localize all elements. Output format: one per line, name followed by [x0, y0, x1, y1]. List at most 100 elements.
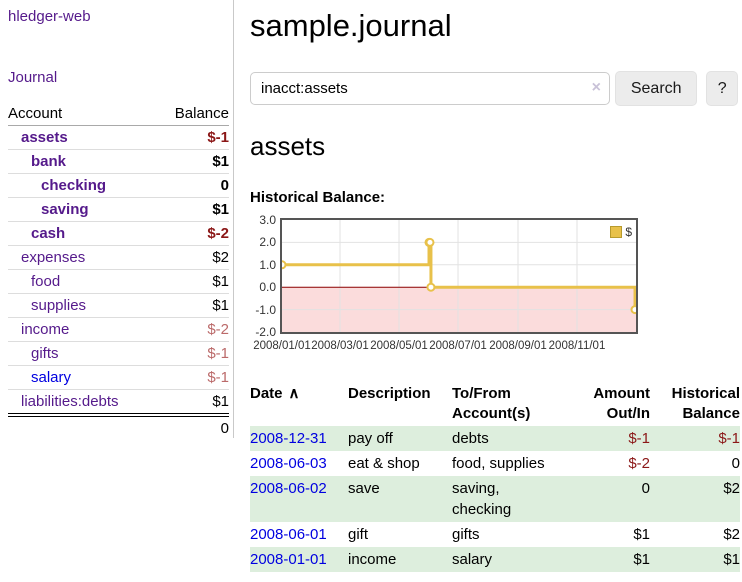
account-link-income[interactable]: income	[21, 321, 70, 338]
account-balance: $1	[156, 149, 229, 174]
account-row: liabilities:debts $1	[8, 390, 229, 416]
account-row: salary $-1	[8, 365, 229, 390]
y-axis-tick: 2.0	[259, 235, 276, 250]
x-axis-tick: 2008/07/01	[429, 340, 487, 352]
search-input[interactable]	[250, 72, 610, 105]
accounts-table: Account Balance assets $-1 bank $1 check…	[8, 102, 229, 440]
account-row: cash $-2	[8, 221, 229, 246]
account-row: expenses $2	[8, 245, 229, 270]
transaction-balance: 0	[731, 455, 740, 472]
register-row: 2008-06-02 save saving, checking 0 $2	[250, 476, 740, 522]
account-link-assets[interactable]: assets	[21, 129, 68, 146]
search-button[interactable]: Search	[615, 71, 698, 106]
accounts-header-account: Account	[8, 102, 157, 126]
account-link-food[interactable]: food	[31, 273, 61, 290]
clear-search-icon[interactable]: ×	[591, 79, 601, 96]
register-header-date[interactable]: Date ∧	[250, 385, 300, 402]
app-brand: hledger-web	[8, 8, 229, 25]
account-link-cash[interactable]: cash	[31, 225, 66, 242]
account-row: checking 0	[8, 173, 229, 198]
transaction-description: eat & shop	[348, 455, 420, 472]
transaction-amount: $-1	[628, 430, 650, 447]
accounts-header-balance: Balance	[156, 102, 229, 126]
account-row: assets $-1	[8, 125, 229, 150]
account-row: bank $1	[8, 149, 229, 174]
transaction-date-link[interactable]: 2008-06-01	[250, 526, 327, 543]
brand-link[interactable]: hledger-web	[8, 8, 91, 25]
account-row: food $1	[8, 269, 229, 294]
account-link-expenses[interactable]: expenses	[21, 249, 86, 266]
transaction-balance: $2	[723, 480, 740, 497]
x-axis-tick: 2008/01/01	[253, 340, 311, 352]
account-balance: $1	[156, 293, 229, 318]
chart-legend: $	[610, 225, 632, 239]
transaction-balance: $2	[723, 526, 740, 543]
sidebar-divider	[233, 0, 234, 438]
sort-ascending-icon: ∧	[288, 385, 300, 402]
transaction-amount: $-2	[628, 455, 650, 472]
balance-line	[282, 220, 636, 332]
account-link-liabilities-debts[interactable]: liabilities:debts	[21, 393, 119, 410]
account-link-saving[interactable]: saving	[41, 201, 89, 218]
legend-label: $	[625, 225, 632, 239]
transaction-date-link[interactable]: 2008-06-03	[250, 455, 327, 472]
account-balance: $-1	[156, 125, 229, 150]
account-balance: 0	[156, 173, 229, 198]
account-row: saving $1	[8, 197, 229, 222]
account-row: supplies $1	[8, 293, 229, 318]
transaction-accounts: salary	[452, 551, 493, 568]
transaction-description: save	[348, 480, 380, 497]
transaction-amount: $1	[633, 551, 650, 568]
account-row: gifts $-1	[8, 341, 229, 366]
y-axis-tick: 3.0	[259, 213, 276, 227]
transaction-description: income	[348, 551, 397, 568]
transaction-description: pay off	[348, 430, 393, 447]
account-link-bank[interactable]: bank	[31, 153, 67, 170]
search-form: × Search ?	[250, 71, 738, 106]
y-axis-tick: 1.0	[259, 257, 276, 272]
account-link-salary[interactable]: salary	[31, 369, 72, 386]
transaction-balance: $1	[723, 551, 740, 568]
transaction-date-link[interactable]: 2008-12-31	[250, 430, 327, 447]
x-axis-tick: 2008/11/01	[548, 340, 606, 352]
help-button[interactable]: ?	[706, 71, 738, 106]
sidebar-item-journal[interactable]: Journal	[8, 69, 58, 86]
account-balance: $-2	[156, 221, 229, 246]
chart-title: Historical Balance:	[250, 189, 386, 206]
account-link-checking[interactable]: checking	[41, 177, 107, 194]
account-row: income $-2	[8, 317, 229, 342]
accounts-total: 0	[156, 413, 229, 440]
transaction-accounts: saving, checking	[452, 480, 512, 518]
y-axis-tick: -2.0	[255, 325, 276, 339]
register-table: Date ∧ Description To/From Account(s) Amo…	[250, 382, 740, 572]
transaction-amount: $1	[633, 526, 650, 543]
transaction-amount: 0	[641, 480, 650, 497]
transaction-accounts: food, supplies	[452, 455, 545, 472]
account-heading: assets	[250, 131, 326, 161]
transaction-date-link[interactable]: 2008-06-02	[250, 480, 327, 497]
main-content: sample.journal × Search ? assets Histori…	[250, 6, 740, 572]
register-row: 2008-06-03 eat & shop food, supplies $-2…	[250, 451, 740, 476]
account-balance: $1	[156, 197, 229, 222]
register-header-amount: Amount Out/In	[593, 385, 650, 422]
x-axis-tick: 2008/03/01	[311, 340, 369, 352]
account-balance: $-2	[156, 317, 229, 342]
y-axis-tick: -1.0	[255, 302, 276, 317]
account-balance: $2	[156, 245, 229, 270]
account-link-gifts[interactable]: gifts	[31, 345, 59, 362]
account-balance: $-1	[156, 365, 229, 390]
account-balance: $-1	[156, 341, 229, 366]
register-header-accounts: To/From Account(s)	[452, 385, 531, 422]
transaction-date-link[interactable]: 2008-01-01	[250, 551, 327, 568]
x-axis-tick: 2008/09/01	[489, 340, 547, 352]
transaction-balance: $-1	[718, 430, 740, 447]
chart-plot-area: $	[280, 218, 638, 334]
register-row: 2008-12-31 pay off debts $-1 $-1	[250, 426, 740, 451]
register-row: 2008-01-01 income salary $1 $1	[250, 547, 740, 572]
register-header-balance: Historical Balance	[671, 385, 740, 422]
account-balance: $1	[212, 393, 229, 410]
historical-balance-chart: 3.0 2.0 1.0 0.0 -1.0 -2.0 $ 2008/01/01 2…	[250, 213, 645, 356]
register-row: 2008-06-01 gift gifts $1 $2	[250, 522, 740, 547]
account-balance: $1	[156, 269, 229, 294]
account-link-supplies[interactable]: supplies	[31, 297, 87, 314]
